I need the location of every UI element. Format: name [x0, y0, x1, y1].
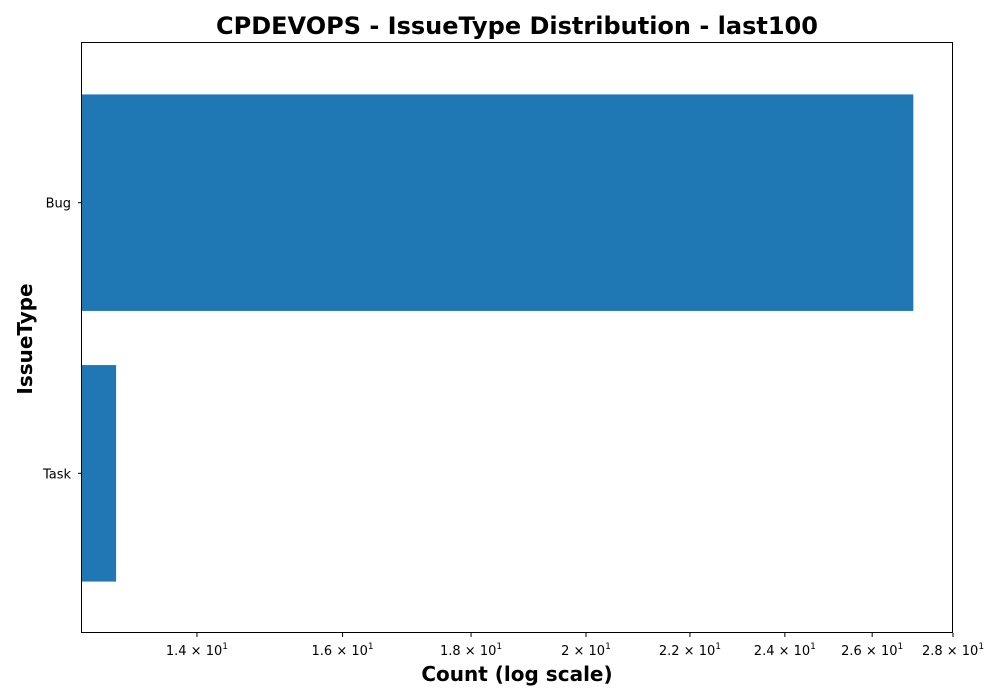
bar-bug — [82, 94, 914, 311]
bars — [82, 94, 914, 582]
x-axis-label: Count (log scale) — [421, 662, 612, 686]
x-tick-label: 2.2 × 101 — [659, 642, 721, 659]
x-tick-label: 2.4 × 101 — [754, 642, 816, 659]
bar-task — [82, 365, 117, 582]
x-tick-label: 1.8 × 101 — [440, 642, 502, 659]
x-tick-label: 2.8 × 101 — [922, 642, 984, 659]
x-tick-label: 2.6 × 101 — [841, 642, 903, 659]
x-axis-ticks: 1.4 × 101 1.6 × 101 1.8 × 101 2 × 101 2.2 × … — [166, 633, 984, 659]
y-axis-label: IssueType — [13, 283, 37, 394]
x-tick-label: 2 × 101 — [561, 642, 611, 659]
plot-frame — [81, 42, 953, 633]
y-tick-label-task: Task — [42, 467, 72, 482]
x-tick-label: 1.6 × 101 — [312, 642, 374, 659]
chart-title: CPDEVOPS - IssueType Distribution - last… — [216, 12, 818, 40]
y-axis-ticks: Bug Task — [42, 197, 82, 482]
y-tick-label-bug: Bug — [46, 197, 71, 212]
x-tick-label: 1.4 × 101 — [166, 642, 228, 659]
